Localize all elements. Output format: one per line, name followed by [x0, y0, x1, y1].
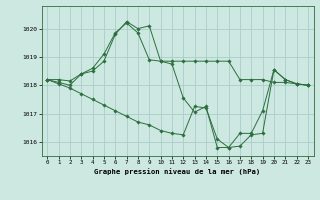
X-axis label: Graphe pression niveau de la mer (hPa): Graphe pression niveau de la mer (hPa) [94, 168, 261, 175]
